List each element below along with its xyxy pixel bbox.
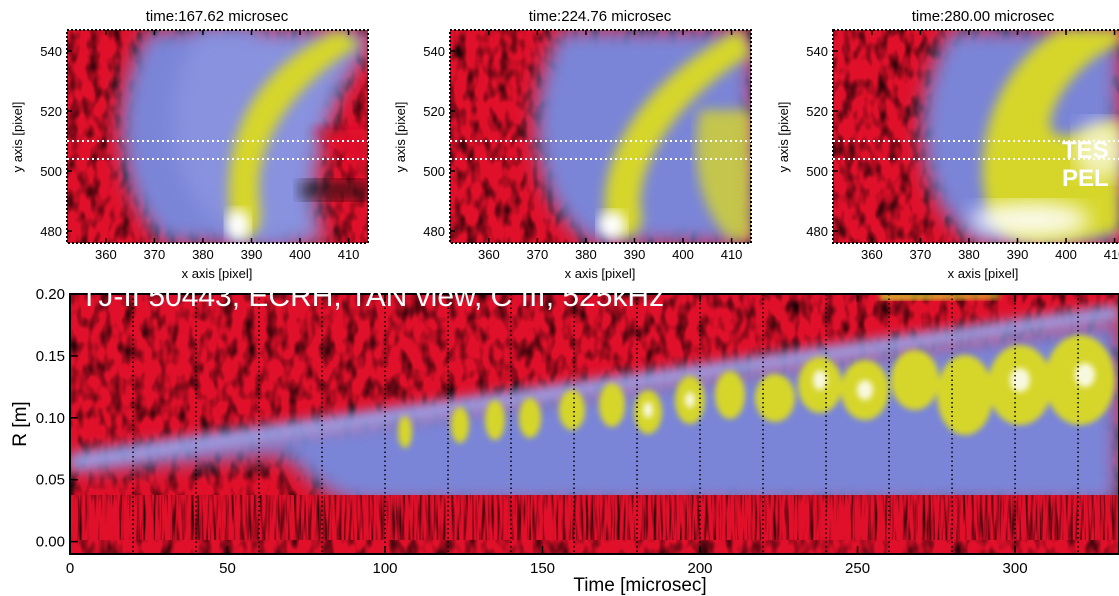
annotation-pel: PEL [1062, 165, 1109, 192]
x-tick-label: 150 [530, 560, 555, 577]
bottom-xlabel: Time [microsec] [573, 575, 706, 596]
x-tick-label: 200 [688, 560, 713, 577]
y-tick-label: 500 [806, 164, 828, 179]
x-tick-label: 360 [478, 247, 500, 262]
x-tick-label: 300 [1003, 560, 1028, 577]
panel-1-title: time:167.62 microsec [146, 8, 289, 25]
x-tick-label: 400 [672, 247, 694, 262]
y-tick-label: 520 [806, 104, 828, 119]
y-tick-label: 0.00 [36, 534, 65, 551]
x-tick-label: 0 [66, 560, 74, 577]
x-tick-label: 410 [721, 247, 743, 262]
y-tick-label: 0.10 [36, 410, 65, 427]
x-tick-label: 370 [144, 247, 166, 262]
x-tick-label: 50 [219, 560, 236, 577]
panel-2-xlabel: x axis [pixel] [565, 266, 636, 281]
panel-1-ylabel: y axis [pixel] [10, 102, 25, 173]
x-tick-label: 380 [958, 247, 980, 262]
panel-3-ylabel: y axis [pixel] [776, 102, 791, 173]
x-tick-label: 370 [910, 247, 932, 262]
time-evolution-panel: 0 50 100 150 200 250 300 0.000.050.100.150.20 … [10, 280, 1119, 596]
snapshot-panel-1: time:167.62 microsec 360 370 380 390 400 410 … [10, 8, 369, 281]
panel-2-ylabel: y axis [pixel] [393, 102, 408, 173]
y-tick-label: 520 [40, 104, 62, 119]
y-tick-label: 540 [423, 44, 445, 59]
panel-3-xlabel: x axis [pixel] [948, 266, 1019, 281]
x-tick-label: 360 [861, 247, 883, 262]
snapshot-panel-3: time:280.00 microsec 360370380390400410 … [776, 8, 1119, 281]
x-tick-label: 360 [95, 247, 117, 262]
y-tick-label: 540 [806, 44, 828, 59]
y-tick-label: 480 [423, 224, 445, 239]
x-tick-label: 380 [575, 247, 597, 262]
panel-3-image [833, 30, 1119, 243]
panel-2-image [450, 30, 751, 243]
x-tick-label: 400 [289, 247, 311, 262]
x-tick-label: 380 [192, 247, 214, 262]
annotation-tes: TES [1062, 137, 1109, 164]
panel-1-image [67, 30, 368, 243]
x-tick-label: 250 [845, 560, 870, 577]
x-tick-label: 100 [372, 560, 397, 577]
panel-2-title: time:224.76 microsec [529, 8, 672, 25]
y-tick-label: 480 [806, 224, 828, 239]
x-tick-label: 390 [1007, 247, 1029, 262]
x-tick-label: 390 [624, 247, 646, 262]
snapshot-panel-2: time:224.76 microsec 360 370 380 390 400 410 … [393, 8, 752, 281]
y-tick-label: 520 [423, 104, 445, 119]
time-evolution-image [70, 294, 1119, 554]
y-tick-label: 540 [40, 44, 62, 59]
x-tick-label: 400 [1055, 247, 1077, 262]
panel-1-xlabel: x axis [pixel] [182, 266, 253, 281]
y-tick-label: 0.20 [36, 286, 65, 303]
y-tick-label: 0.05 [36, 472, 65, 489]
x-tick-label: 410 [338, 247, 360, 262]
shot-annotation: TJ-II 50443, ECRH, TAN view, C III, 525k… [80, 280, 664, 313]
x-tick-label: 370 [527, 247, 549, 262]
y-tick-label: 480 [40, 224, 62, 239]
panel-3-title: time:280.00 microsec [912, 8, 1055, 25]
y-tick-label: 500 [40, 164, 62, 179]
bottom-ylabel: R [m] [10, 401, 31, 446]
x-tick-label: 390 [241, 247, 263, 262]
y-tick-label: 0.15 [36, 348, 65, 365]
x-tick-label: 410 [1104, 247, 1119, 262]
y-tick-label: 500 [423, 164, 445, 179]
